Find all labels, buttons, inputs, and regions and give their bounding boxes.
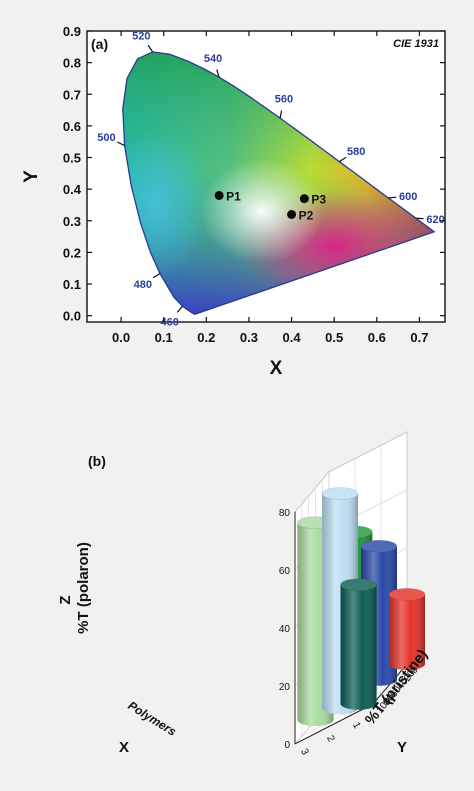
- y-axis-line-front: [294, 703, 374, 745]
- z-axis-title: Z: [57, 595, 74, 604]
- wavelength-label: 500: [97, 132, 115, 144]
- point-label: P1: [226, 189, 241, 203]
- y-tick-label: 0.1: [63, 277, 81, 292]
- wavelength-label: 620: [426, 214, 444, 226]
- panel-label-b: (b): [88, 453, 106, 469]
- wavelength-label: 480: [134, 279, 152, 291]
- point-label: P3: [311, 193, 326, 207]
- x-tick-label: 0.0: [112, 330, 130, 345]
- panel-label-a: (a): [91, 36, 108, 52]
- wavelength-tick: [216, 69, 220, 78]
- x-tick-label: 0.5: [325, 330, 343, 345]
- wavelength-label: 460: [160, 317, 178, 329]
- wavelength-label: 520: [132, 30, 150, 42]
- point-label: P2: [299, 208, 314, 222]
- x-axis-title: X: [270, 358, 283, 379]
- y-tick-label: 0.8: [63, 56, 81, 71]
- wavelength-tick: [176, 305, 183, 313]
- x-axis-subtitle-3d: Polymers: [125, 698, 179, 739]
- wavelength-tick: [147, 44, 154, 53]
- point-marker: [214, 190, 224, 200]
- point-marker: [287, 209, 297, 219]
- x-tick-label: 0.4: [283, 330, 302, 345]
- spectral-locus: [122, 51, 436, 315]
- y-tick-label: 0.7: [63, 87, 81, 102]
- cie-1931-label: CIE 1931: [393, 38, 439, 50]
- wavelength-label: 600: [399, 191, 417, 203]
- wavelength-tick: [338, 156, 347, 163]
- z-tick-label: 60: [279, 566, 291, 577]
- x-tick-label: 0.7: [410, 330, 428, 345]
- point-marker: [299, 194, 309, 204]
- y-tick-label: 0.2: [63, 245, 81, 260]
- x-tick-label: 0.1: [155, 330, 173, 345]
- wavelength-tick: [388, 196, 397, 199]
- z-axis-subtitle: %T (polaron): [75, 542, 92, 634]
- wavelength-label: 580: [347, 146, 365, 158]
- wavelength-label: 540: [204, 53, 222, 65]
- cie-axes: 0.0 0.1 0.2 0.3 0.4 0.5 0.6 0.7 0.0 0.1 0.2 0.3 0.4 0…: [63, 24, 445, 345]
- wavelength-tick: [279, 110, 283, 119]
- y-tick-label: 0.6: [63, 119, 81, 134]
- x-tick-label: 0.6: [368, 330, 386, 345]
- wavelength-tick: [152, 273, 161, 279]
- x-tick-label: 0.2: [197, 330, 215, 345]
- y-axis-title: Y: [21, 170, 42, 183]
- z-tick-label: 80: [279, 508, 291, 519]
- wavelength-tick: [117, 141, 125, 147]
- bar3d-cylinder: [388, 588, 426, 670]
- wavelength-labels: 460 480 500 520 540 560 580 600 620: [97, 30, 444, 328]
- y-tick-label: 0.9: [63, 24, 81, 39]
- x-tick-label-3d: 3: [298, 747, 311, 757]
- y-tick-label: 0.5: [63, 151, 81, 166]
- x-axis-title-3d: X: [119, 739, 129, 756]
- x-tick-label: 0.3: [240, 330, 258, 345]
- wavelength-label: 560: [275, 94, 293, 106]
- bar3d-bars: [297, 487, 426, 726]
- x-tick-label-3d: 1: [350, 720, 363, 730]
- y-tick-label: 0.0: [63, 309, 81, 324]
- y-axis-title-3d: Y: [397, 739, 407, 756]
- z-tick-label: 0: [284, 740, 290, 751]
- y-tick-label-3d: 0: [409, 664, 421, 676]
- y-tick-label: 0.4: [63, 182, 82, 197]
- bar3d-cylinder: [340, 578, 377, 710]
- z-tick-label: 20: [279, 682, 291, 693]
- x-tick-label-3d: 2: [324, 734, 337, 744]
- z-tick-label: 40: [279, 624, 291, 635]
- y-tick-label: 0.3: [63, 214, 81, 229]
- cie-chart: 460 480 500 520 540 560 580 600 620 0.0 0.1 0.2 0.3…: [21, 24, 446, 379]
